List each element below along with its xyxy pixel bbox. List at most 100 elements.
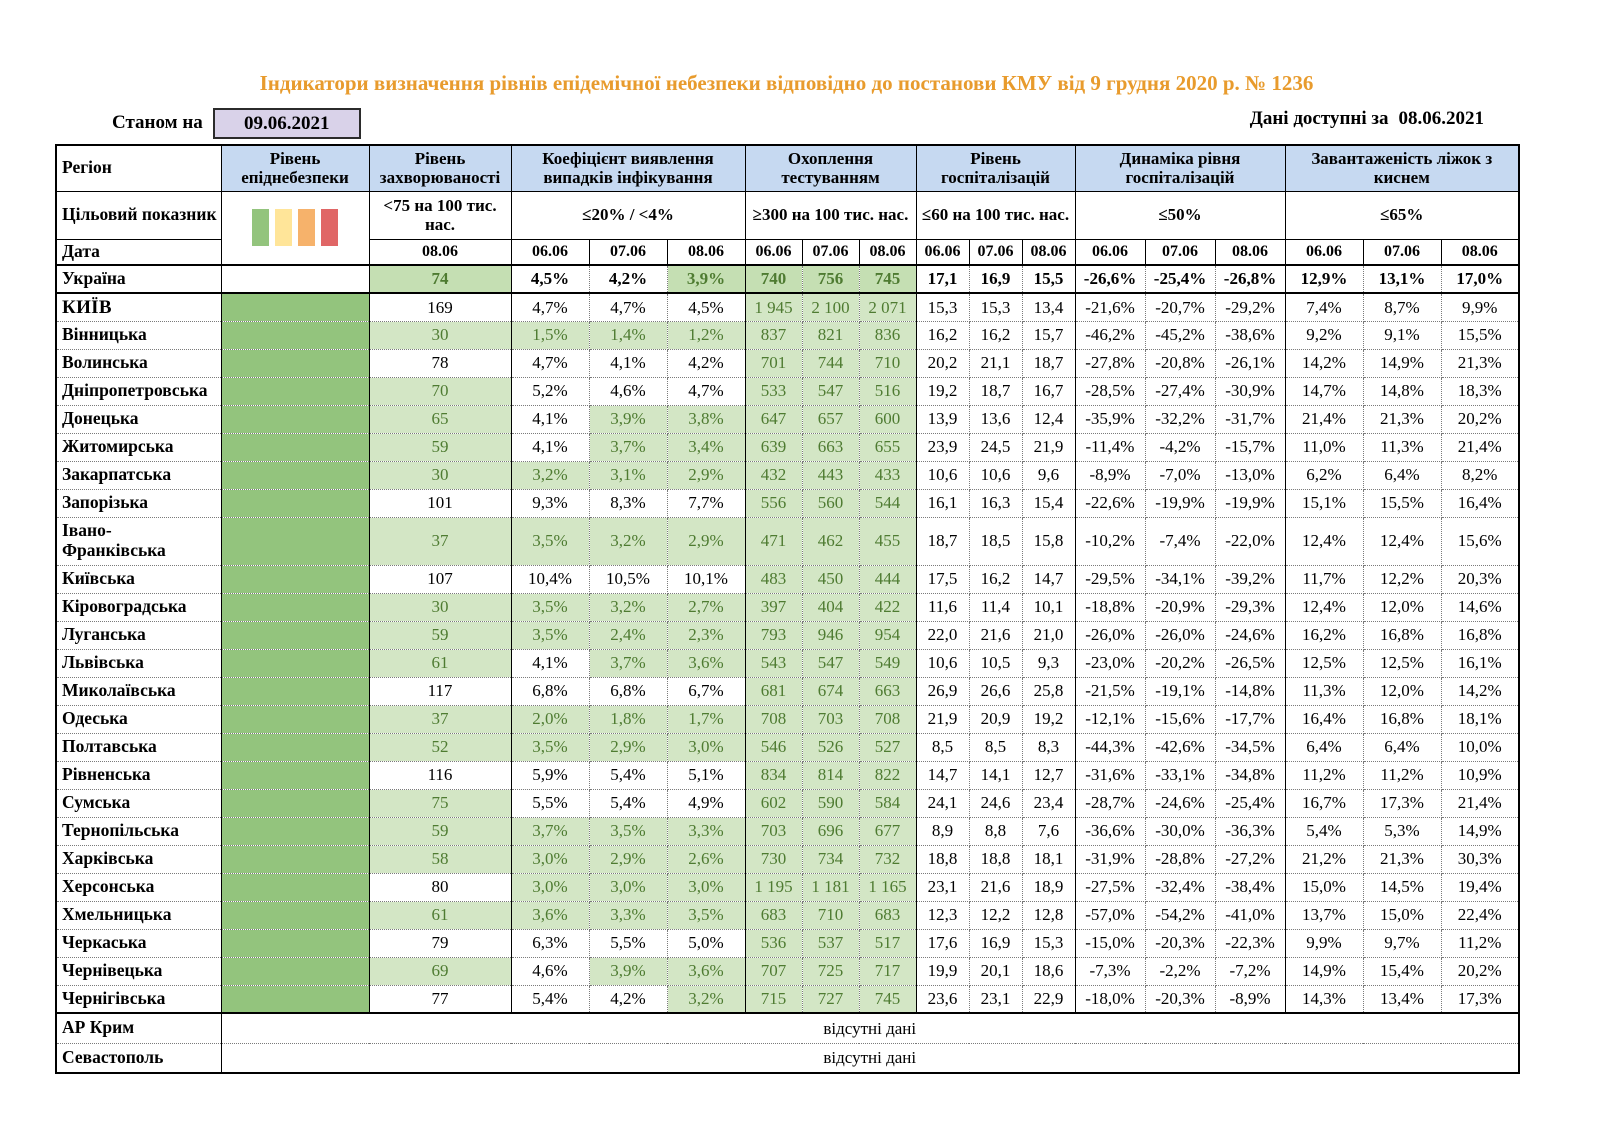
- legend-swatch-0: [252, 209, 269, 247]
- hospitalization-dynamics-value: -17,7%: [1214, 704, 1286, 734]
- oxygen-beds-value: 16,4%: [1284, 704, 1364, 734]
- date-header-hosp_dyn-0: 06.06: [1074, 238, 1146, 266]
- target-row-label: Цільовий показник: [55, 190, 222, 240]
- oxygen-beds-value: 6,4%: [1362, 732, 1442, 762]
- oxygen-beds-value: 12,9%: [1284, 264, 1364, 294]
- epid-level-cell: [220, 264, 370, 294]
- hospitalization-value: 25,8: [1021, 676, 1076, 706]
- epid-level-cell: [220, 760, 370, 790]
- testing-value: 696: [801, 816, 860, 846]
- testing-value: 600: [858, 404, 917, 434]
- date-header-hosp-0: 06.06: [915, 238, 970, 266]
- epid-level-cell: [220, 488, 370, 518]
- hospitalization-value: 18,7: [915, 516, 970, 566]
- legend-swatch-1: [275, 209, 292, 247]
- testing-value: 546: [744, 732, 803, 762]
- oxygen-beds-value: 9,1%: [1362, 320, 1442, 350]
- oxygen-beds-value: 9,9%: [1440, 292, 1520, 322]
- hospitalization-dynamics-value: -24,6%: [1144, 788, 1216, 818]
- detection-value: 7,7%: [666, 488, 746, 518]
- incidence-value: 59: [368, 816, 512, 846]
- hospitalization-value: 13,9: [915, 404, 970, 434]
- detection-value: 3,3%: [666, 816, 746, 846]
- region-label: Миколаївська: [55, 676, 222, 706]
- testing-value: 1 181: [801, 872, 860, 902]
- hospitalization-value: 9,3: [1021, 648, 1076, 678]
- hospitalization-value: 18,1: [1021, 844, 1076, 874]
- testing-value: 837: [744, 320, 803, 350]
- detection-value: 5,5%: [510, 788, 590, 818]
- oxygen-beds-value: 17,0%: [1440, 264, 1520, 294]
- hospitalization-dynamics-value: -18,8%: [1074, 592, 1146, 622]
- hospitalization-value: 21,0: [1021, 620, 1076, 650]
- hospitalization-dynamics-value: -41,0%: [1214, 900, 1286, 930]
- hospitalization-value: 16,2: [968, 564, 1023, 594]
- hospitalization-value: 15,3: [915, 292, 970, 322]
- hospitalization-value: 14,7: [1021, 564, 1076, 594]
- detection-value: 4,6%: [510, 956, 590, 986]
- hospitalization-value: 15,4: [1021, 488, 1076, 518]
- testing-value: 683: [744, 900, 803, 930]
- oxygen-beds-value: 12,5%: [1362, 648, 1442, 678]
- oxygen-beds-value: 16,7%: [1284, 788, 1364, 818]
- group-header-epid: Рівень епіднебезпеки: [220, 144, 370, 192]
- testing-value: 590: [801, 788, 860, 818]
- oxygen-beds-value: 17,3%: [1440, 984, 1520, 1014]
- testing-value: 1 945: [744, 292, 803, 322]
- epid-level-cell: [220, 592, 370, 622]
- hospitalization-value: 15,7: [1021, 320, 1076, 350]
- region-label: Україна: [55, 264, 222, 294]
- hospitalization-value: 23,6: [915, 984, 970, 1014]
- incidence-value: 30: [368, 320, 512, 350]
- hospitalization-dynamics-value: -15,6%: [1144, 704, 1216, 734]
- incidence-value: 58: [368, 844, 512, 874]
- testing-value: 537: [801, 928, 860, 958]
- detection-value: 3,5%: [510, 620, 590, 650]
- incidence-value: 65: [368, 404, 512, 434]
- incidence-value: 75: [368, 788, 512, 818]
- testing-value: 639: [744, 432, 803, 462]
- hospitalization-dynamics-value: -20,9%: [1144, 592, 1216, 622]
- region-label: Закарпатська: [55, 460, 222, 490]
- oxygen-beds-value: 12,2%: [1362, 564, 1442, 594]
- date-header-oxygen-1: 07.06: [1362, 238, 1442, 266]
- hospitalization-dynamics-value: -19,9%: [1144, 488, 1216, 518]
- oxygen-beds-value: 12,4%: [1362, 516, 1442, 566]
- epid-level-cell: [220, 432, 370, 462]
- detection-value: 3,2%: [588, 592, 668, 622]
- oxygen-beds-value: 21,3%: [1362, 844, 1442, 874]
- hospitalization-value: 12,3: [915, 900, 970, 930]
- detection-value: 4,5%: [510, 264, 590, 294]
- testing-value: 657: [801, 404, 860, 434]
- hospitalization-dynamics-value: -7,4%: [1144, 516, 1216, 566]
- testing-value: 710: [801, 900, 860, 930]
- detection-value: 1,5%: [510, 320, 590, 350]
- testing-value: 433: [858, 460, 917, 490]
- hospitalization-value: 17,5: [915, 564, 970, 594]
- detection-value: 3,4%: [666, 432, 746, 462]
- detection-value: 3,7%: [510, 816, 590, 846]
- oxygen-beds-value: 14,9%: [1440, 816, 1520, 846]
- testing-value: 549: [858, 648, 917, 678]
- region-label: Вінницька: [55, 320, 222, 350]
- detection-value: 3,2%: [588, 516, 668, 566]
- hospitalization-value: 18,8: [968, 844, 1023, 874]
- detection-value: 1,4%: [588, 320, 668, 350]
- testing-value: 536: [744, 928, 803, 958]
- testing-value: 422: [858, 592, 917, 622]
- target-hosp: ≤60 на 100 тис. нас.: [915, 190, 1076, 240]
- oxygen-beds-value: 20,3%: [1440, 564, 1520, 594]
- hospitalization-value: 21,6: [968, 872, 1023, 902]
- detection-value: 4,7%: [666, 376, 746, 406]
- subheader: Станом на 09.06.2021 Дані доступні за 08.…: [0, 102, 1600, 144]
- hospitalization-dynamics-value: -21,6%: [1074, 292, 1146, 322]
- testing-value: 740: [744, 264, 803, 294]
- hospitalization-dynamics-value: -29,2%: [1214, 292, 1286, 322]
- oxygen-beds-value: 9,9%: [1284, 928, 1364, 958]
- hospitalization-dynamics-value: -19,1%: [1144, 676, 1216, 706]
- testing-value: 483: [744, 564, 803, 594]
- oxygen-beds-value: 11,2%: [1362, 760, 1442, 790]
- oxygen-beds-value: 15,0%: [1284, 872, 1364, 902]
- detection-value: 4,1%: [510, 432, 590, 462]
- epid-level-cell: [220, 984, 370, 1014]
